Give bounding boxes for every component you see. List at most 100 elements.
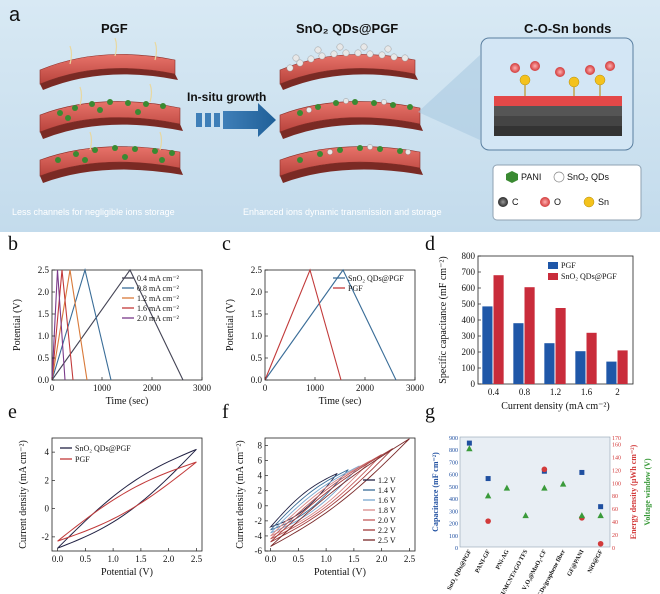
cv-loop-e <box>57 448 197 549</box>
x-tick-label-e: 1.0 <box>107 554 119 564</box>
legend-label-b: 1.2 mA cm⁻² <box>137 294 180 303</box>
y-tick-label-right-g: 40 <box>612 520 618 526</box>
voltage-marker-g <box>484 492 492 499</box>
legend-label-f: 1.8 V <box>378 506 396 515</box>
legend-label-b: 2.0 mA cm⁻² <box>137 314 180 323</box>
y-tick-label-left-g: 600 <box>449 473 458 479</box>
x-tick-label-f: 0.5 <box>293 554 305 564</box>
y-tick-label-d: 100 <box>462 363 476 373</box>
cv-loop-e <box>57 461 197 542</box>
y-tick-label-d: 300 <box>462 331 476 341</box>
heading-sno2-qds-pgf: SnO₂ QDs@PGF <box>296 21 399 36</box>
energy-marker-g <box>485 518 491 524</box>
legend-label-sno2: SnO₂ QDs <box>567 172 610 182</box>
x-tick-label-d: 0.8 <box>519 387 531 397</box>
y-tick-label-f: -6 <box>255 546 263 556</box>
bar-d <box>544 343 555 384</box>
y-tick-label-left-g: 0 <box>455 546 458 552</box>
capacitance-marker-g <box>598 504 604 510</box>
y-tick-label-d: 500 <box>462 299 476 309</box>
voltage-marker-g <box>503 484 511 491</box>
y-axis-label-b: Potential (V) <box>12 299 23 351</box>
panel-label-g: g <box>425 401 435 423</box>
pgf-stack-illustration <box>39 37 183 183</box>
legend-label-c: SnO₂ QDs@PGF <box>348 274 404 283</box>
y-tick-label-left-g: 700 <box>449 460 458 466</box>
voltage-marker-g <box>578 512 586 519</box>
legend-label-d: PGF <box>561 261 576 270</box>
y-axis-label-f: Current density (mA cm⁻²) <box>235 440 246 549</box>
y-tick-label-e: 4 <box>45 447 50 457</box>
plot-frame-f <box>264 437 416 552</box>
legend-label-sn: Sn <box>598 197 610 207</box>
plot-frame-g <box>459 436 611 548</box>
bar-d <box>524 287 535 384</box>
y-tick-label-left-g: 200 <box>449 522 458 528</box>
x-axis-label-c: Time (sec) <box>319 396 362 407</box>
y-tick-label-c: 2.5 <box>251 265 263 275</box>
x-tick-label-c: 2000 <box>356 383 375 393</box>
x-tick-label-d: 1.6 <box>581 387 593 397</box>
capacitance-marker-g <box>579 469 585 475</box>
y-tick-label-right-g: 120 <box>612 468 621 474</box>
y-tick-label-c: 2.0 <box>251 287 263 297</box>
bar-d <box>575 351 586 384</box>
y-tick-label-left-g: 900 <box>449 436 458 442</box>
x-tick-label-d: 2 <box>615 387 620 397</box>
x-tick-label-d: 1.2 <box>550 387 561 397</box>
legend-label-f: 1.4 V <box>378 486 396 495</box>
y-tick-label-left-g: 400 <box>449 497 458 503</box>
y-tick-label-f: 8 <box>258 441 263 451</box>
y-tick-label-right-g: 0 <box>612 546 615 552</box>
y-tick-label-c: 1.0 <box>251 331 263 341</box>
capacitance-marker-g <box>466 440 472 446</box>
legend-label-o: O <box>554 197 562 207</box>
legend-label-pani: PANI <box>521 172 542 182</box>
x-tick-label-e: 2.5 <box>191 554 203 564</box>
x-tick-label-e: 2.0 <box>163 554 175 564</box>
bar-d <box>493 275 504 384</box>
legend-label-c: C <box>512 197 519 207</box>
voltage-marker-g <box>466 445 473 452</box>
x-tick-label-f: 2.5 <box>404 554 416 564</box>
capacitance-marker-g <box>485 476 491 482</box>
legend-label-d: SnO₂ QDs@PGF <box>561 272 617 281</box>
legend-label-f: 1.2 V <box>378 476 396 485</box>
x-tick-label-g: SnO₂ QDs@PGF <box>446 548 473 591</box>
y-tick-label-right-g: 140 <box>612 455 621 461</box>
in-situ-growth-arrow <box>196 103 276 137</box>
voltage-marker-g <box>522 512 529 519</box>
legend-label-b: 0.4 mA cm⁻² <box>137 274 180 283</box>
y-tick-label-c: 0.0 <box>251 375 263 385</box>
heading-pgf: PGF <box>101 21 128 36</box>
y-tick-label-f: 4 <box>258 471 263 481</box>
y-tick-label-b: 1.0 <box>38 331 50 341</box>
y-tick-label-d: 200 <box>462 347 476 357</box>
voltage-marker-g <box>559 480 567 487</box>
sno2-pgf-stack-illustration <box>279 43 423 183</box>
x-axis-label-e: Potential (V) <box>101 567 153 578</box>
cv-loop-f <box>270 438 410 547</box>
heading-c-o-sn-bonds: C-O-Sn bonds <box>524 21 612 36</box>
y-axis-label-right-g: Energy density (μWh cm⁻²) <box>629 444 638 539</box>
cv-loop-f <box>270 448 394 543</box>
y-tick-label-c: 0.5 <box>251 353 263 363</box>
y-tick-label-f: 2 <box>258 486 263 496</box>
panel-label-e: e <box>8 401 17 423</box>
legend-swatch-d <box>548 262 558 269</box>
panel-a-illustration <box>39 37 642 221</box>
y-tick-label-b: 0.0 <box>38 375 50 385</box>
bar-d <box>586 332 597 384</box>
y-tick-label-right-g: 160 <box>612 442 621 448</box>
plot-frame-e <box>51 437 203 552</box>
panel-label-b: b <box>8 233 18 255</box>
energy-marker-g <box>541 466 548 473</box>
x-tick-label-f: 2.0 <box>376 554 388 564</box>
panel-label-f: f <box>222 401 229 423</box>
arrow-label: In-situ growth <box>187 90 267 104</box>
legend-swatch-d <box>548 273 558 280</box>
legend-label-e: SnO₂ QDs@PGF <box>75 444 131 453</box>
panel-label-a: a <box>9 4 21 26</box>
gcd-curve-b <box>51 269 66 381</box>
y-tick-label-e: -2 <box>42 532 50 542</box>
